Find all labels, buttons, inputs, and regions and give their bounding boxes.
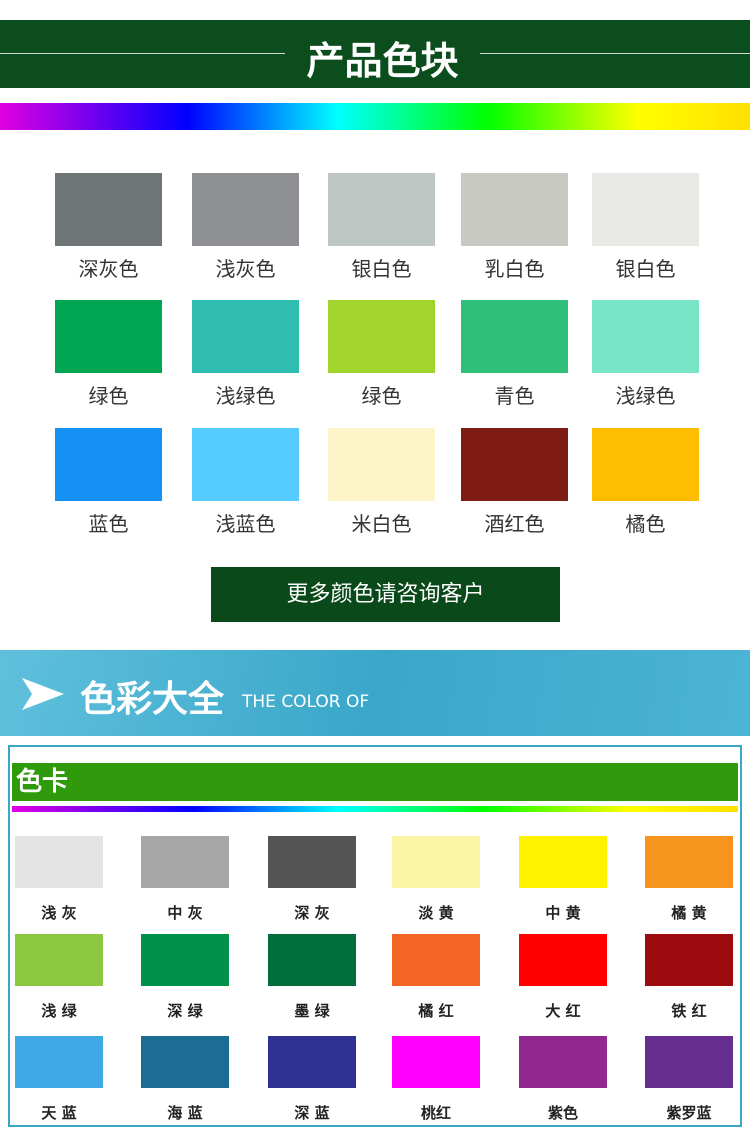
card-title: 色卡	[12, 763, 738, 801]
header-band: 产品色块	[0, 20, 750, 88]
swatch	[328, 428, 435, 501]
swatch-label: 青色	[494, 384, 535, 408]
card-swatch	[141, 934, 229, 986]
card-swatch-label: 淡 黄	[418, 904, 454, 922]
swatch	[55, 173, 162, 246]
swatch-label: 浅灰色	[215, 257, 276, 281]
card-swatch	[645, 934, 733, 986]
arrow-icon	[22, 678, 64, 710]
card-swatch	[519, 1036, 607, 1088]
swatch	[592, 428, 699, 501]
swatch	[328, 173, 435, 246]
card-swatch-label: 铁 红	[671, 1002, 707, 1020]
card-swatch-label: 天 蓝	[41, 1104, 77, 1122]
card-swatch-label: 紫色	[547, 1104, 578, 1122]
header-title: 产品色块	[306, 39, 459, 83]
swatch	[461, 428, 568, 501]
swatch-label: 浅蓝色	[215, 512, 276, 536]
card-swatch	[268, 934, 356, 986]
card-swatch-label: 橘 红	[418, 1002, 454, 1020]
card-swatch	[392, 836, 480, 888]
color-card: 色卡	[8, 745, 742, 1127]
contact-button[interactable]: 更多颜色请咨询客户	[211, 567, 560, 622]
card-swatch-label: 深 灰	[294, 904, 330, 922]
swatch	[55, 300, 162, 373]
swatch-label: 橘色	[625, 512, 666, 536]
card-swatch	[392, 1036, 480, 1088]
card-swatch-label: 浅 绿	[41, 1002, 77, 1020]
swatch-label: 乳白色	[484, 257, 545, 281]
card-swatch-label: 桃红	[420, 1104, 451, 1122]
swatch-label: 绿色	[361, 384, 402, 408]
card-swatch-label: 中 灰	[167, 904, 203, 922]
rule	[0, 53, 285, 54]
swatch-label: 银白色	[351, 257, 412, 281]
swatch	[192, 428, 299, 501]
banner-subtitle: THE COLOR OF	[242, 692, 370, 712]
swatch	[55, 428, 162, 501]
swatch	[461, 173, 568, 246]
card-rainbow	[12, 806, 738, 812]
card-swatch	[268, 836, 356, 888]
card-swatch-label: 橘 黄	[671, 904, 707, 922]
card-swatch-label: 中 黄	[545, 904, 581, 922]
swatch	[592, 300, 699, 373]
swatch-label: 米白色	[351, 512, 412, 536]
card-swatch-label: 浅 灰	[41, 904, 77, 922]
card-swatch	[15, 836, 103, 888]
swatch-label: 酒红色	[484, 512, 545, 536]
card-swatch-label: 墨 绿	[294, 1002, 330, 1020]
card-swatch	[519, 836, 607, 888]
banner-title: 色彩大全	[80, 679, 225, 720]
card-swatch	[141, 836, 229, 888]
rule	[480, 53, 750, 54]
card-swatch	[645, 1036, 733, 1088]
card-swatch-label: 紫罗蓝	[666, 1104, 712, 1122]
swatch	[592, 173, 699, 246]
card-swatch-label: 海 蓝	[167, 1104, 203, 1122]
swatch	[192, 300, 299, 373]
swatch-label: 浅绿色	[615, 384, 676, 408]
card-swatch-label: 深 蓝	[294, 1104, 330, 1122]
swatch-label: 浅绿色	[215, 384, 276, 408]
swatch	[461, 300, 568, 373]
card-swatch	[15, 934, 103, 986]
rainbow-bar	[0, 103, 750, 130]
swatch-label: 绿色	[88, 384, 129, 408]
swatch-label: 银白色	[615, 257, 676, 281]
card-swatch	[268, 1036, 356, 1088]
swatch	[328, 300, 435, 373]
card-swatch	[141, 1036, 229, 1088]
swatch-label: 深灰色	[78, 257, 139, 281]
card-swatch	[519, 934, 607, 986]
card-swatch-label: 深 绿	[167, 1002, 203, 1020]
card-swatch	[645, 836, 733, 888]
swatch	[192, 173, 299, 246]
card-swatch	[15, 1036, 103, 1088]
card-swatch-label: 大 红	[545, 1002, 581, 1020]
card-swatch	[392, 934, 480, 986]
banner: 色彩大全 THE COLOR OF	[0, 650, 750, 736]
swatch-label: 蓝色	[88, 512, 129, 536]
